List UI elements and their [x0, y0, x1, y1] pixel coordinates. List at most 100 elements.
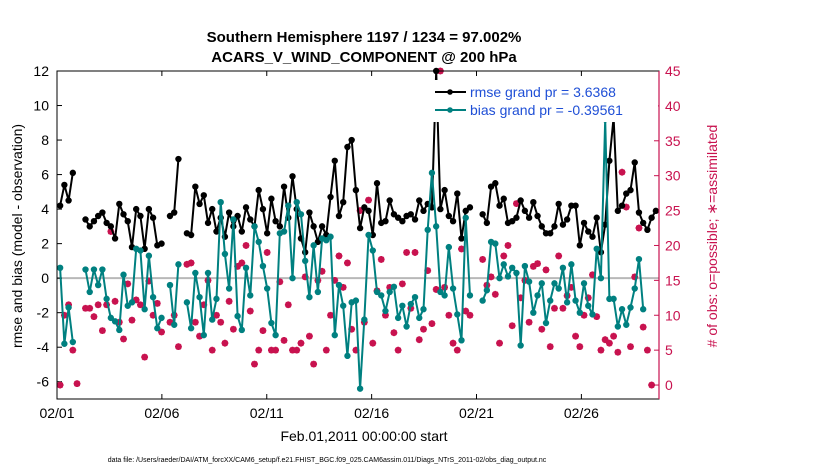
obs-assimilated-marker [411, 249, 419, 256]
bias-data-point [593, 245, 600, 253]
obs-assimilated-marker [618, 168, 626, 176]
rmse-data-point [187, 231, 195, 239]
rmse-data-point [276, 223, 284, 230]
bias-data-point [99, 266, 106, 273]
y-right-tick-label: 5 [665, 342, 673, 358]
rmse-data-point [513, 214, 520, 221]
obs-assimilated-marker [605, 339, 613, 347]
rmse-data-point [445, 212, 453, 220]
y-axis-right-label: # of obs: o=possible; ∗=assimilated [704, 125, 720, 348]
obs-assimilated-marker [128, 316, 136, 324]
rmse-data-point [635, 209, 643, 216]
obs-assimilated-marker [153, 299, 161, 307]
rmse-data-point [192, 183, 199, 190]
y-right-tick-label: 15 [665, 272, 681, 288]
y-right-tick-label: 10 [665, 307, 681, 323]
rmse-data-point [82, 216, 89, 223]
obs-assimilated-marker [158, 328, 165, 336]
rmse-data-point [631, 159, 638, 166]
bias-data-point [479, 297, 486, 304]
obs-assimilated-marker [94, 301, 102, 309]
rmse-data-point [534, 212, 541, 220]
bias-data-point [154, 325, 161, 332]
obs-assimilated-marker [272, 346, 280, 354]
rmse-data-point [318, 223, 326, 230]
bias-data-point [171, 321, 178, 328]
bias-data-point [209, 316, 216, 323]
rmse-data-point [234, 212, 241, 220]
obs-assimilated-marker [196, 332, 203, 340]
obs-assimilated-marker [297, 339, 305, 347]
obs-assimilated-marker [382, 311, 389, 319]
obs-assimilated-marker [589, 271, 596, 279]
bias-data-point [576, 309, 584, 316]
y-right-tick-label: 40 [665, 98, 681, 114]
bias-data-point [69, 338, 77, 346]
bias-data-point [458, 337, 465, 344]
obs-assimilated-marker [390, 329, 398, 337]
rmse-data-point [525, 214, 533, 221]
bias-data-point [382, 307, 389, 315]
obs-assimilated-marker [124, 280, 132, 288]
rmse-data-point [149, 214, 157, 221]
obs-assimilated-marker [259, 327, 267, 335]
obs-assimilated-marker [559, 304, 567, 312]
bias-data-point [437, 288, 444, 296]
obs-assimilated-marker [86, 304, 94, 312]
rmse-data-point [483, 219, 491, 227]
obs-assimilated-marker [183, 260, 191, 268]
obs-assimilated-marker [631, 273, 639, 281]
obs-assimilated-marker [508, 322, 516, 330]
rmse-data-point [209, 205, 216, 213]
rmse-data-point [171, 209, 178, 216]
obs-assimilated-marker [56, 381, 64, 389]
bias-data-point [242, 264, 250, 271]
obs-assimilated-marker [369, 339, 377, 347]
bias-data-point [335, 281, 343, 289]
rmse-data-point [373, 180, 381, 187]
bias-data-point [120, 271, 127, 278]
bias-data-point [225, 285, 233, 292]
bias-data-point [107, 314, 115, 322]
obs-assimilated-marker [322, 346, 330, 354]
obs-assimilated-marker [614, 348, 622, 356]
bias-data-point [639, 306, 647, 313]
rmse-data-point [454, 190, 461, 197]
obs-assimilated-marker [546, 343, 554, 351]
bias-data-point [314, 288, 322, 296]
x-axis-label: Feb.01,2011 00:00:00 start [280, 428, 447, 444]
obs-assimilated-marker [60, 311, 68, 319]
bias-data-point [124, 302, 131, 309]
obs-assimilated-marker [344, 259, 351, 267]
obs-assimilated-marker [610, 332, 618, 340]
rmse-data-point [263, 230, 271, 237]
rmse-data-point [280, 183, 288, 190]
bias-data-point [534, 292, 541, 299]
rmse-data-point [559, 221, 567, 228]
obs-assimilated-marker [491, 290, 499, 298]
bias-data-point [331, 331, 338, 339]
obs-assimilated-marker [479, 256, 487, 263]
bias-data-point [183, 299, 191, 306]
rmse-data-point [479, 211, 486, 218]
rmse-data-point [247, 216, 254, 223]
bias-data-point [247, 292, 254, 299]
obs-assimilated-marker [525, 318, 533, 326]
bias-data-point [306, 293, 313, 301]
rmse-data-point [576, 242, 584, 249]
obs-assimilated-marker [280, 336, 288, 344]
obs-assimilated-marker [529, 263, 537, 270]
bias-data-point [86, 288, 93, 296]
bias-data-point [251, 223, 258, 230]
obs-assimilated-marker [137, 301, 144, 309]
y-tick-label: -6 [37, 374, 50, 390]
bias-data-point [234, 312, 241, 320]
bias-data-point [116, 326, 123, 334]
bias-data-point [90, 266, 98, 273]
obs-assimilated-marker [648, 381, 656, 389]
obs-assimilated-marker [213, 311, 220, 319]
obs-assimilated-marker [141, 353, 149, 361]
bias-data-point [394, 314, 402, 322]
obs-assimilated-marker [352, 346, 360, 354]
